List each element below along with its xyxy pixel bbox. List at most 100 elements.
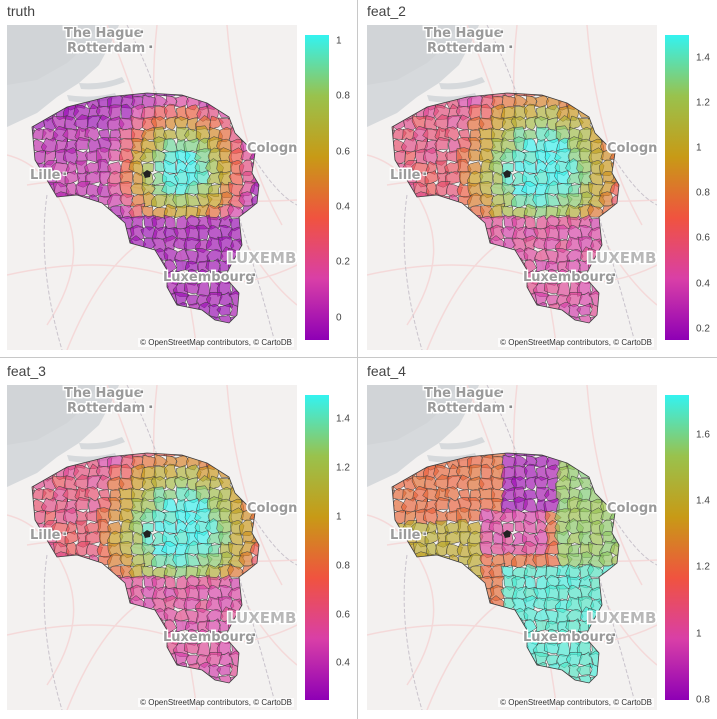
municipality-polygon[interactable] (165, 325, 177, 339)
municipality-polygon[interactable] (445, 248, 462, 263)
municipality-polygon[interactable] (576, 159, 594, 176)
municipality-polygon[interactable] (43, 215, 57, 231)
municipality-polygon[interactable] (20, 324, 34, 338)
municipality-polygon[interactable] (107, 651, 124, 669)
municipality-polygon[interactable] (391, 630, 406, 646)
municipality-polygon[interactable] (54, 576, 69, 592)
municipality-polygon[interactable] (524, 476, 537, 491)
municipality-polygon[interactable] (457, 226, 471, 242)
municipality-polygon[interactable] (490, 314, 506, 330)
municipality-polygon[interactable] (468, 247, 484, 265)
municipality-polygon[interactable] (241, 227, 256, 240)
municipality-polygon[interactable] (576, 93, 594, 108)
municipality-polygon[interactable] (589, 464, 606, 480)
municipality-polygon[interactable] (433, 283, 450, 298)
municipality-polygon[interactable] (490, 268, 505, 287)
municipality-polygon[interactable] (523, 519, 538, 534)
municipality-polygon[interactable] (64, 170, 81, 185)
municipality-polygon[interactable] (490, 290, 505, 307)
municipality-polygon[interactable] (622, 477, 635, 490)
municipality-polygon[interactable] (64, 530, 81, 545)
municipality-polygon[interactable] (401, 160, 418, 176)
municipality-polygon[interactable] (490, 248, 504, 264)
municipality-polygon[interactable] (120, 688, 135, 699)
municipality-polygon[interactable] (195, 85, 213, 96)
municipality-polygon[interactable] (434, 629, 451, 643)
municipality-polygon[interactable] (447, 574, 463, 589)
municipality-polygon[interactable] (610, 566, 625, 579)
municipality-polygon[interactable] (456, 325, 472, 339)
municipality-polygon[interactable] (43, 575, 57, 591)
municipality-polygon[interactable] (19, 246, 36, 264)
municipality-polygon[interactable] (107, 585, 124, 602)
municipality-polygon[interactable] (85, 620, 102, 633)
municipality-polygon[interactable] (97, 226, 111, 242)
municipality-polygon[interactable] (458, 575, 472, 591)
municipality-polygon[interactable] (500, 652, 518, 667)
municipality-polygon[interactable] (624, 586, 636, 601)
municipality-polygon[interactable] (20, 684, 34, 698)
municipality-polygon[interactable] (467, 225, 484, 242)
municipality-polygon[interactable] (391, 652, 407, 665)
municipality-polygon[interactable] (522, 137, 539, 153)
municipality-polygon[interactable] (264, 226, 276, 241)
municipality-polygon[interactable] (229, 104, 246, 120)
municipality-polygon[interactable] (622, 160, 637, 177)
municipality-polygon[interactable] (456, 651, 473, 668)
municipality-polygon[interactable] (479, 651, 494, 667)
municipality-polygon[interactable] (479, 291, 494, 307)
municipality-polygon[interactable] (98, 236, 111, 253)
municipality-polygon[interactable] (175, 126, 190, 143)
municipality-polygon[interactable] (445, 224, 462, 242)
municipality-polygon[interactable] (611, 94, 626, 110)
municipality-polygon[interactable] (511, 303, 527, 317)
municipality-polygon[interactable] (544, 192, 561, 207)
municipality-polygon[interactable] (624, 182, 638, 197)
municipality-polygon[interactable] (41, 192, 58, 206)
municipality-polygon[interactable] (42, 280, 58, 294)
municipality-polygon[interactable] (547, 662, 562, 679)
municipality-polygon[interactable] (456, 314, 473, 330)
municipality-polygon[interactable] (565, 236, 582, 253)
municipality-polygon[interactable] (205, 596, 222, 613)
municipality-polygon[interactable] (96, 301, 111, 319)
municipality-polygon[interactable] (501, 302, 517, 319)
municipality-polygon[interactable] (262, 456, 278, 469)
municipality-polygon[interactable] (140, 652, 158, 667)
municipality-polygon[interactable] (390, 261, 407, 273)
municipality-polygon[interactable] (446, 328, 462, 340)
municipality-polygon[interactable] (249, 313, 265, 330)
municipality-polygon[interactable] (477, 302, 495, 319)
municipality-polygon[interactable] (86, 328, 102, 340)
municipality-polygon[interactable] (85, 260, 102, 273)
municipality-polygon[interactable] (84, 486, 100, 502)
municipality-polygon[interactable] (501, 250, 517, 261)
municipality-polygon[interactable] (86, 236, 102, 252)
municipality-polygon[interactable] (412, 629, 428, 645)
municipality-polygon[interactable] (403, 215, 417, 231)
municipality-polygon[interactable] (411, 237, 429, 254)
municipality-polygon[interactable] (107, 672, 125, 689)
municipality-polygon[interactable] (609, 540, 626, 558)
municipality-polygon[interactable] (621, 673, 635, 688)
municipality-polygon[interactable] (382, 565, 393, 580)
municipality-polygon[interactable] (532, 553, 550, 569)
municipality-polygon[interactable] (64, 629, 80, 646)
municipality-polygon[interactable] (522, 675, 540, 688)
municipality-polygon[interactable] (621, 215, 637, 230)
municipality-polygon[interactable] (73, 643, 90, 658)
municipality-polygon[interactable] (510, 292, 528, 309)
municipality-polygon[interactable] (217, 674, 234, 689)
municipality-polygon[interactable] (130, 628, 145, 647)
municipality-polygon[interactable] (184, 192, 201, 207)
municipality-polygon[interactable] (402, 280, 418, 294)
municipality-polygon[interactable] (216, 159, 234, 176)
municipality-polygon[interactable] (380, 303, 396, 319)
municipality-polygon[interactable] (522, 497, 539, 513)
municipality-polygon[interactable] (84, 126, 100, 142)
municipality-polygon[interactable] (63, 662, 80, 678)
municipality-polygon[interactable] (501, 313, 515, 328)
